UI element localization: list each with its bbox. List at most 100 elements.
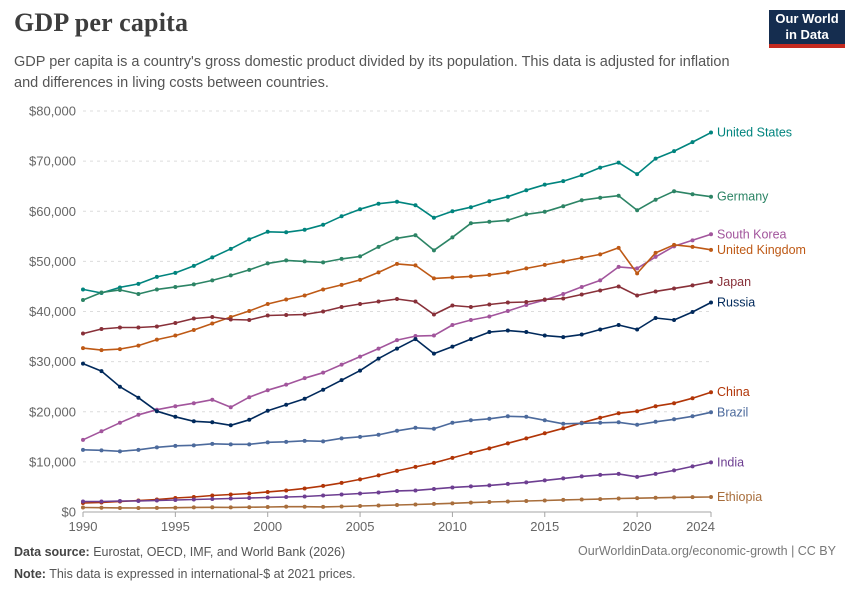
point-south-korea: [395, 338, 399, 343]
owid-logo[interactable]: Our World in Data: [769, 10, 845, 48]
point-united-states: [468, 205, 473, 210]
point-india: [690, 464, 695, 469]
point-united-kingdom: [450, 275, 455, 280]
point-russia: [450, 344, 455, 349]
point-brazil: [690, 414, 695, 419]
point-india: [598, 472, 603, 477]
point-ethiopia: [616, 496, 621, 501]
point-india: [228, 496, 233, 501]
point-russia: [99, 369, 104, 374]
x-axis-tick-label: 1995: [161, 519, 190, 534]
point-south-korea: [524, 302, 529, 307]
chart-footer: Data source: Eurostat, OECD, IMF, and Wo…: [14, 543, 836, 587]
series-label-united-states[interactable]: United States: [717, 126, 792, 140]
line-china[interactable]: [82, 391, 712, 504]
series-label-ethiopia[interactable]: Ethiopia: [717, 490, 762, 504]
point-united-states: [616, 160, 621, 165]
point-russia: [210, 420, 215, 425]
series-label-brazil[interactable]: Brazil: [717, 405, 748, 419]
point-ethiopia: [210, 505, 215, 510]
point-russia: [302, 396, 307, 401]
point-russia: [395, 346, 399, 351]
series-label-south-korea[interactable]: South Korea: [717, 227, 787, 241]
point-brazil: [524, 414, 529, 419]
point-china: [339, 480, 344, 485]
point-china: [228, 492, 233, 497]
line-india[interactable]: [83, 461, 712, 503]
point-united-kingdom: [653, 250, 658, 255]
point-south-korea: [431, 333, 436, 338]
point-brazil: [302, 438, 307, 443]
point-russia: [136, 395, 141, 400]
point-united-kingdom: [210, 321, 215, 326]
series-label-germany[interactable]: Germany: [717, 190, 769, 204]
series-label-united-kingdom[interactable]: United Kingdom: [717, 243, 806, 257]
point-united-kingdom: [154, 337, 159, 342]
point-ethiopia: [690, 495, 695, 500]
point-united-kingdom: [709, 247, 713, 252]
point-japan: [524, 299, 529, 304]
point-germany: [210, 278, 215, 283]
footer-link[interactable]: OurWorldinData.org/economic-growth | CC …: [578, 544, 836, 558]
point-china: [265, 489, 270, 494]
point-united-kingdom: [321, 287, 326, 292]
series-label-japan[interactable]: Japan: [717, 275, 751, 289]
point-russia: [542, 333, 547, 338]
series-label-russia[interactable]: Russia: [717, 295, 755, 309]
point-united-kingdom: [284, 297, 289, 302]
point-ethiopia: [302, 504, 307, 509]
point-russia: [672, 318, 677, 323]
point-china: [431, 460, 436, 465]
point-united-kingdom: [542, 262, 547, 267]
point-united-states: [524, 188, 529, 193]
point-russia: [431, 351, 436, 356]
point-india: [672, 468, 677, 473]
point-ethiopia: [413, 502, 418, 507]
point-japan: [616, 284, 621, 289]
point-south-korea: [191, 401, 196, 406]
point-china: [358, 477, 363, 482]
y-axis-tick-label: $60,000: [29, 204, 76, 219]
point-south-korea: [635, 266, 640, 271]
point-japan: [99, 327, 104, 332]
point-china: [284, 488, 289, 493]
point-ethiopia: [450, 501, 455, 506]
point-united-states: [302, 227, 307, 232]
point-brazil: [228, 442, 233, 447]
point-india: [579, 474, 584, 479]
point-russia: [321, 387, 326, 392]
series-label-china[interactable]: China: [717, 385, 750, 399]
point-brazil: [672, 417, 677, 422]
point-china: [450, 455, 455, 460]
point-brazil: [468, 418, 473, 423]
point-united-kingdom: [690, 244, 695, 249]
point-ethiopia: [228, 505, 233, 510]
point-united-kingdom: [247, 308, 252, 313]
point-india: [395, 488, 399, 493]
y-axis-tick-label: $50,000: [29, 254, 76, 269]
point-germany: [228, 273, 233, 278]
point-brazil: [321, 439, 326, 444]
point-russia: [505, 328, 510, 333]
point-germany: [542, 209, 547, 214]
point-ethiopia: [136, 505, 141, 510]
point-germany: [468, 221, 473, 226]
point-china: [598, 415, 603, 420]
point-japan: [136, 325, 141, 330]
point-united-states: [191, 263, 196, 268]
point-india: [302, 494, 307, 499]
point-germany: [358, 254, 363, 259]
point-south-korea: [136, 412, 141, 417]
point-russia: [117, 384, 122, 389]
point-japan: [376, 299, 381, 304]
point-japan: [358, 301, 363, 306]
point-brazil: [81, 447, 85, 452]
series-label-india[interactable]: India: [717, 455, 744, 469]
point-south-korea: [228, 405, 233, 410]
line-germany[interactable]: [82, 190, 712, 301]
point-ethiopia: [376, 503, 381, 508]
point-japan: [635, 293, 640, 298]
point-russia: [284, 402, 289, 407]
